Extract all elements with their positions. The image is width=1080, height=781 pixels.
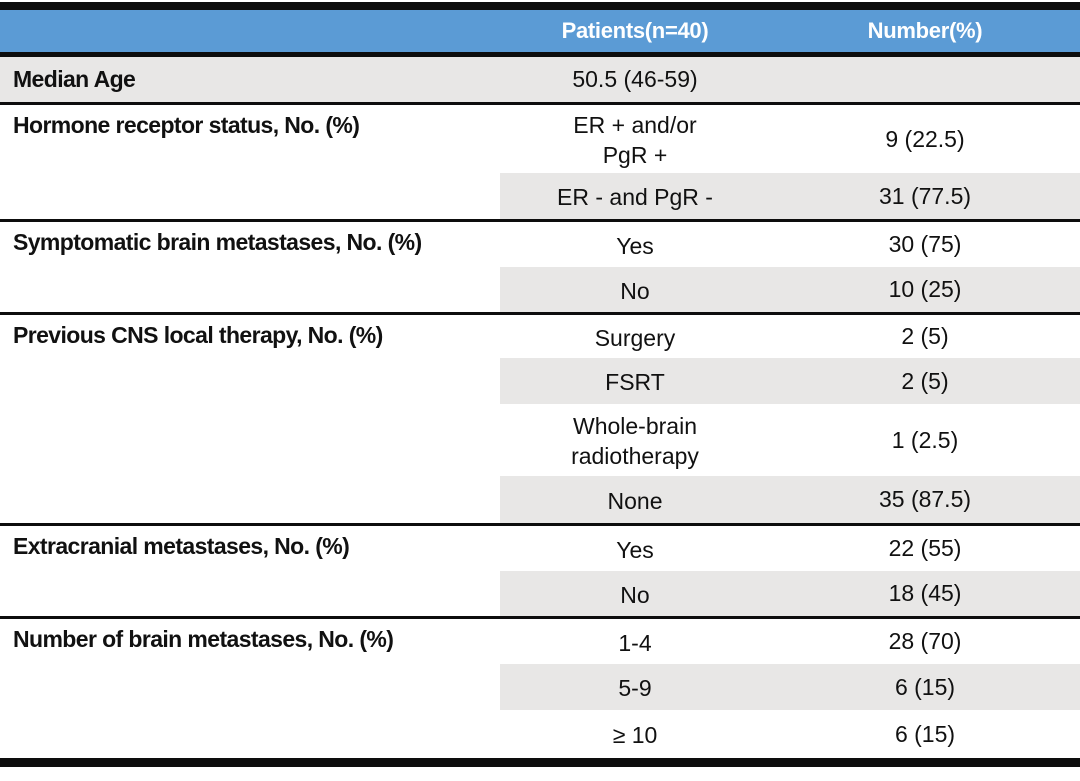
value-cell: 2 (5)	[901, 367, 949, 394]
value-cell: 1 (2.5)	[891, 426, 959, 453]
category-label: Symptomatic brain metastases, No. (%)	[13, 229, 422, 255]
top-margin	[0, 0, 1080, 2]
subcategory-cell: Yes	[616, 536, 654, 563]
table-row: ER + and/or PgR + 9 (22.5)	[500, 105, 1080, 173]
table-row: FSRT 2 (5)	[500, 358, 1080, 404]
table-row: No 18 (45)	[500, 571, 1080, 616]
value-cell: 31 (77.5)	[878, 182, 972, 209]
group-symptomatic-brain-metastases: Symptomatic brain metastases, No. (%) Ye…	[0, 222, 1080, 315]
table-row: None 35 (87.5)	[500, 476, 1080, 523]
value-cell: 35 (87.5)	[878, 486, 972, 512]
value-cell: 6 (15)	[894, 673, 956, 700]
value-cell: 10 (25)	[888, 276, 962, 302]
table-row: No 10 (25)	[500, 267, 1080, 312]
table-row: Yes 22 (55)	[500, 526, 1080, 571]
value-cell: 9 (22.5)	[885, 125, 965, 152]
subcategory-cell: ER + and/or PgR +	[573, 112, 697, 168]
bottom-margin	[0, 767, 1080, 781]
value-cell: 22 (55)	[888, 535, 962, 561]
value-cell: 2 (5)	[901, 323, 949, 349]
category-label: Extracranial metastases, No. (%)	[13, 533, 350, 559]
subcategory-cell: FSRT	[605, 369, 665, 396]
subcategory-cell: Surgery	[594, 324, 676, 351]
group-rows: Yes 30 (75) No 10 (25)	[500, 222, 1080, 312]
value-cell: 18 (45)	[888, 580, 962, 606]
group-extracranial-metastases: Extracranial metastases, No. (%) Yes 22 …	[0, 526, 1080, 619]
category-label: Median Age	[13, 66, 136, 92]
table-row: ER - and PgR - 31 (77.5)	[500, 173, 1080, 219]
table-row: 1-4 28 (70)	[500, 619, 1080, 664]
subcategory-cell: Whole-brain radiotherapy	[571, 413, 699, 469]
group-rows: 1-4 28 (70) 5-9 6 (15) ≥ 10 6 (15)	[500, 619, 1080, 758]
table-row: Yes 30 (75)	[500, 222, 1080, 267]
subcategory-cell: No	[620, 277, 650, 304]
table-row: ≥ 10 6 (15)	[500, 710, 1080, 758]
category-label: Number of brain metastases, No. (%)	[13, 626, 394, 652]
category-label: Previous CNS local therapy, No. (%)	[13, 322, 383, 348]
subcategory-cell: No	[620, 581, 650, 608]
group-rows: Surgery 2 (5) FSRT 2 (5) Whole-brain rad…	[500, 315, 1080, 523]
median-age-row: Median Age 50.5 (46-59)	[0, 57, 1080, 105]
table-row: 5-9 6 (15)	[500, 664, 1080, 710]
table-top-rule	[0, 2, 1080, 10]
group-rows: Yes 22 (55) No 18 (45)	[500, 526, 1080, 616]
category-label: Hormone receptor status, No. (%)	[13, 112, 360, 138]
group-number-of-brain-metastases: Number of brain metastases, No. (%) 1-4 …	[0, 619, 1080, 758]
subcategory-cell: ER - and PgR -	[557, 184, 713, 211]
subcategory-cell: 5-9	[618, 675, 652, 702]
subcategory-cell: Yes	[616, 232, 654, 259]
header-patients-cell: Patients(n=40)	[561, 18, 709, 43]
value-cell: 6 (15)	[894, 720, 956, 747]
value-cell: 30 (75)	[888, 231, 962, 257]
table-header-row: Patients(n=40) Number(%)	[0, 10, 1080, 57]
subcategory-cell: 1-4	[618, 629, 652, 656]
subcategory-cell: None	[607, 487, 663, 514]
table-row: Whole-brain radiotherapy 1 (2.5)	[500, 404, 1080, 476]
table-bottom-rule	[0, 758, 1080, 767]
header-number-cell: Number(%)	[867, 18, 983, 43]
group-hormone-receptor-status: Hormone receptor status, No. (%) ER + an…	[0, 105, 1080, 222]
group-previous-cns-local-therapy: Previous CNS local therapy, No. (%) Surg…	[0, 315, 1080, 526]
table-row: Surgery 2 (5)	[500, 315, 1080, 358]
subcategory-cell: ≥ 10	[612, 722, 658, 749]
median-age-value: 50.5 (46-59)	[572, 66, 698, 92]
group-rows: ER + and/or PgR + 9 (22.5) ER - and PgR …	[500, 105, 1080, 219]
value-cell: 28 (70)	[888, 628, 962, 654]
